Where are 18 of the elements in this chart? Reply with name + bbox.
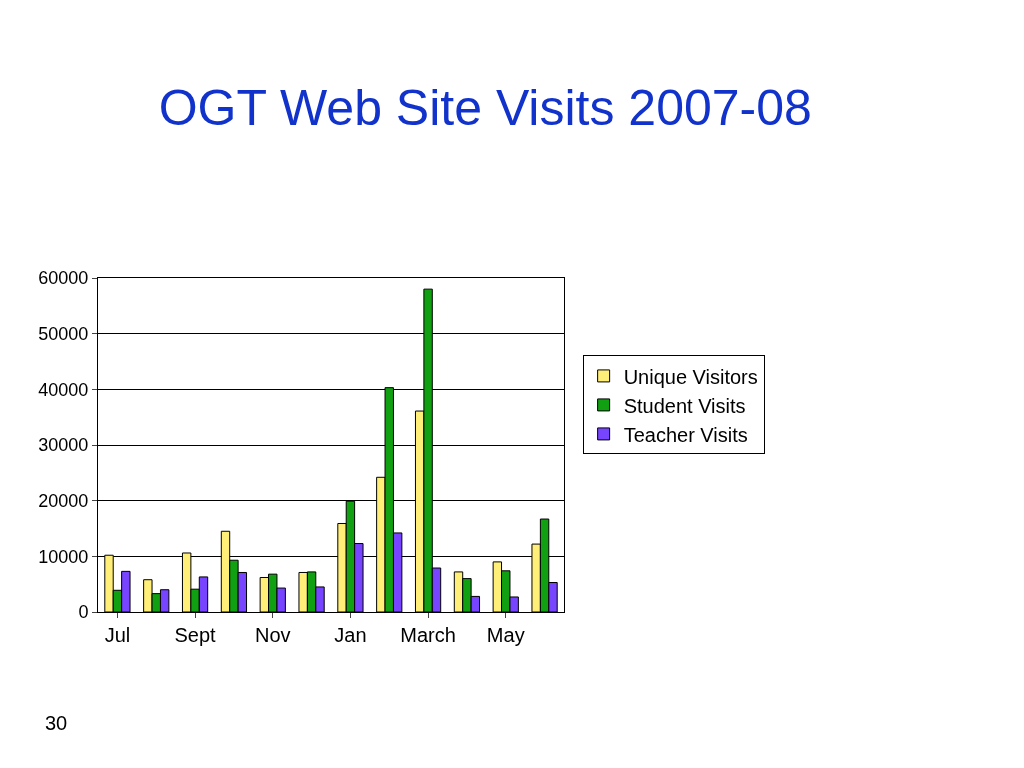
x-tick-label: May [486,624,525,646]
legend-label: Unique Visitors [623,365,758,388]
y-tick-label: 40000 [38,379,89,400]
chart-title: OGT Web Site Visits 2007-08 [158,80,812,137]
x-tick-label: Jan [334,624,367,646]
y-tick-label: 30000 [38,435,89,456]
legend-label: Teacher Visits [623,423,748,446]
y-tick-label: 20000 [38,490,89,511]
legend-label: Student Visits [623,394,746,417]
x-tick-label: Sept [174,624,217,646]
text: 30 [45,712,68,734]
y-tick-label: 60000 [38,268,89,289]
y-tick-label: 0 [78,602,89,623]
y-tick-label: 50000 [38,323,89,344]
x-tick-label: Nov [254,624,291,646]
x-tick-label: Jul [104,624,131,646]
y-tick-label: 10000 [38,546,89,567]
x-tick-label: March [400,624,456,646]
